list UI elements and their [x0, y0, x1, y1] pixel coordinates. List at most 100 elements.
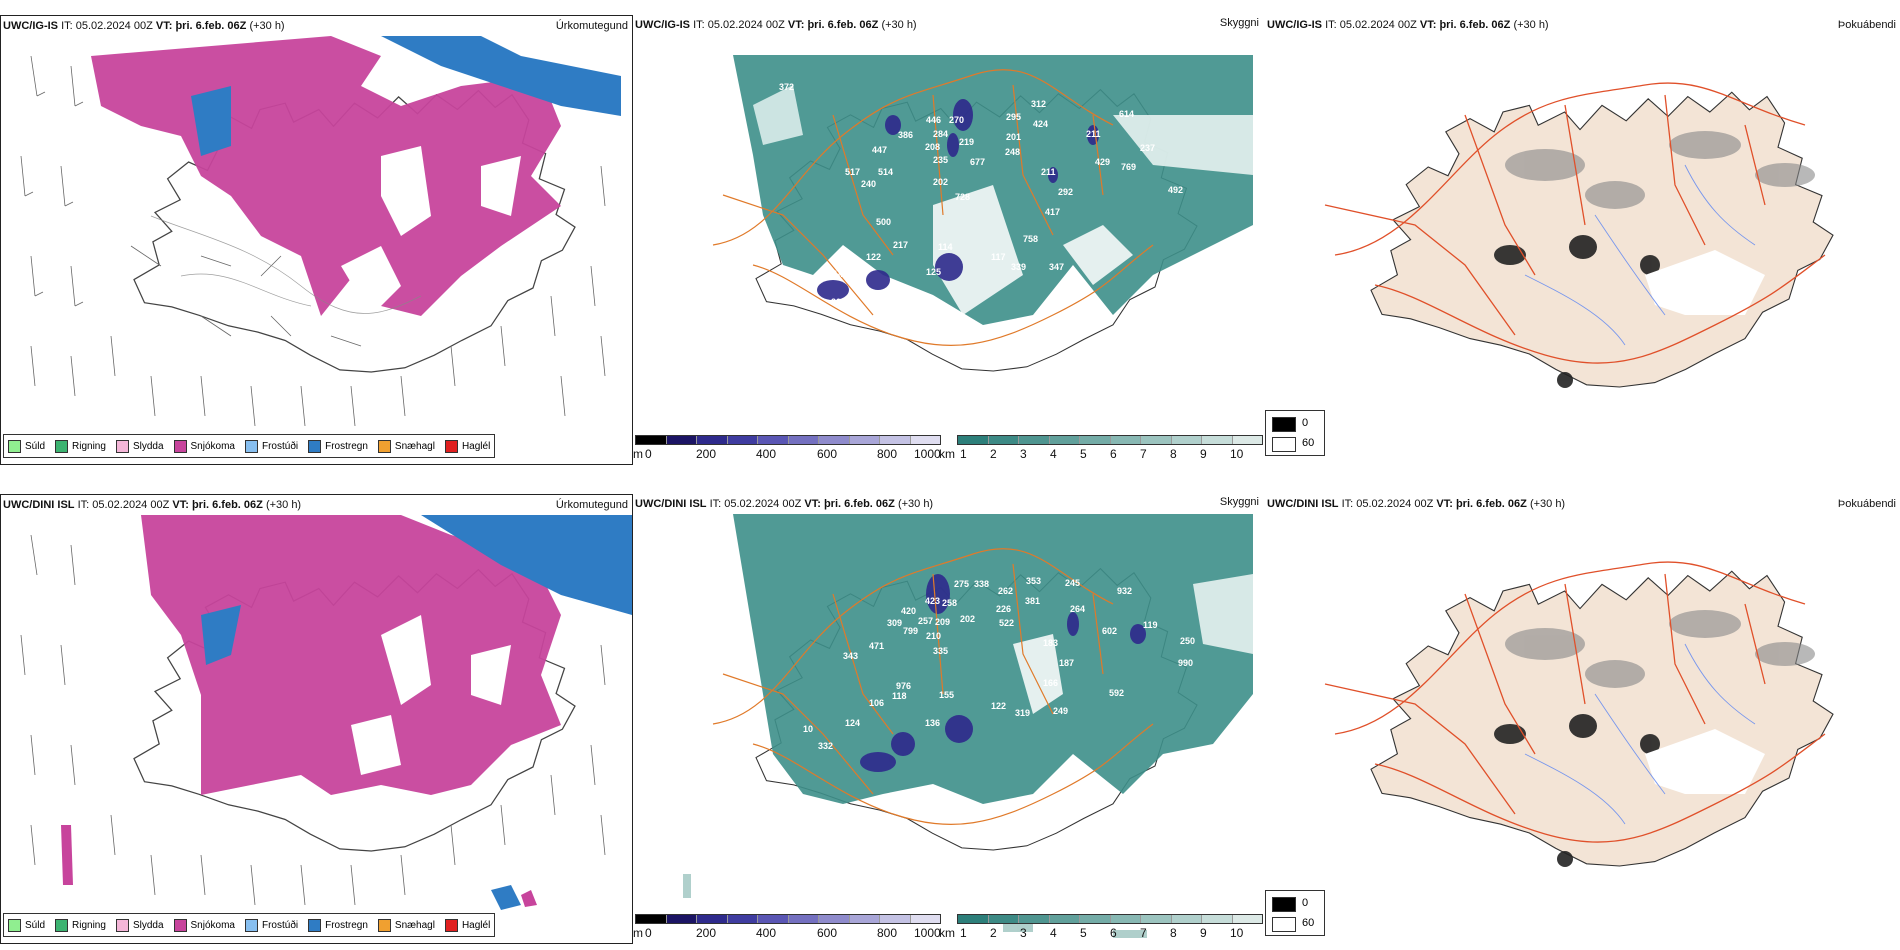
legend-item-snaehagl: Snæhagl [377, 439, 435, 453]
svg-text:240: 240 [861, 179, 876, 189]
svg-text:10: 10 [803, 724, 813, 734]
svg-text:210: 210 [926, 631, 941, 641]
colorbar-km-2 [957, 914, 1263, 924]
legend-swatch [444, 439, 458, 453]
svg-text:202: 202 [960, 614, 975, 624]
legend-item-snaehagl: Snæhagl [377, 918, 435, 932]
legend-swatch [115, 439, 129, 453]
svg-text:235: 235 [933, 155, 948, 165]
legend-item-slydda: Slydda [115, 439, 164, 453]
svg-text:339: 339 [1011, 262, 1026, 272]
legend-item-snjokoma: Snjókoma [173, 439, 235, 453]
fog-panel-2: UWC/DINI ISL IT: 05.02.2024 00Z VT: þri.… [1265, 494, 1900, 942]
svg-text:262: 262 [998, 586, 1013, 596]
colorbar-m-1 [635, 435, 941, 445]
colorbar-km-1 [957, 435, 1263, 445]
legend-swatch [244, 439, 258, 453]
fog-title-2: Þokuábendi [1837, 498, 1896, 510]
legend-item-frostudi: Frostúði [244, 918, 298, 932]
legend-swatch [444, 918, 458, 932]
svg-text:208: 208 [925, 142, 940, 152]
svg-text:183: 183 [1043, 638, 1058, 648]
svg-text:292: 292 [1058, 187, 1073, 197]
svg-text:758: 758 [1023, 234, 1038, 244]
legend-swatch [377, 918, 391, 932]
svg-text:136: 136 [925, 718, 940, 728]
svg-text:237: 237 [1140, 143, 1155, 153]
legend-item-sud: Súld [8, 918, 45, 932]
svg-text:372: 372 [779, 82, 794, 92]
legend-item-snjokoma: Snjókoma [173, 918, 235, 932]
svg-text:446: 446 [926, 115, 941, 125]
legend-item-slydda: Slydda [115, 918, 164, 932]
legend-item-frostudi: Frostúði [244, 439, 298, 453]
svg-text:270: 270 [949, 115, 964, 125]
svg-text:143: 143 [833, 269, 848, 279]
cbar-km-unit: km [939, 447, 955, 461]
fog-legend-swatch [1272, 917, 1296, 932]
svg-text:353: 353 [1026, 576, 1041, 586]
svg-text:201: 201 [1006, 132, 1021, 142]
svg-text:249: 249 [1053, 706, 1068, 716]
cloud-base-numbers-1: 372 386 447 446 284 270 312 295 424 211 … [779, 82, 1183, 387]
precip-panel-1: UWC/IG-IS IT: 05.02.2024 00Z VT: þri. 6.… [0, 15, 633, 465]
fog-legend-1: 0 60 [1265, 410, 1325, 456]
precip-title-2: Úrkomutegund [555, 499, 628, 511]
svg-text:492: 492 [1168, 185, 1183, 195]
fog-panel-1: UWC/IG-IS IT: 05.02.2024 00Z VT: þri. 6.… [1265, 15, 1900, 463]
legend-item-frostregn: Frostregn [308, 439, 368, 453]
cloud-base-numbers-2: 275 338 262 353 245 932 420 423 258 226 … [803, 576, 1195, 751]
legend-item-rigning: Rigning [55, 918, 106, 932]
svg-text:592: 592 [1109, 688, 1124, 698]
svg-text:799: 799 [903, 626, 918, 636]
cloud-map-1: 372 386 447 446 284 270 312 295 424 211 … [712, 55, 1253, 387]
svg-text:187: 187 [1059, 658, 1074, 668]
cloud-header-1: UWC/IG-IS IT: 05.02.2024 00Z VT: þri. 6.… [635, 19, 917, 31]
fog-title-1: Þokuábendi [1837, 19, 1896, 31]
precip-title-1: Úrkomutegund [555, 20, 628, 32]
svg-text:471: 471 [869, 641, 884, 651]
fog-header-2: UWC/DINI ISL IT: 05.02.2024 00Z VT: þri.… [1267, 498, 1566, 510]
precip-map-2 [20, 515, 632, 910]
cloud-header-2: UWC/DINI ISL IT: 05.02.2024 00Z VT: þri.… [635, 498, 934, 510]
cloud-map-2: 275 338 262 353 245 932 420 423 258 226 … [683, 514, 1253, 938]
svg-text:769: 769 [1121, 162, 1136, 172]
fog-map-1 [1324, 82, 1834, 388]
fog-legend-swatch [1272, 437, 1296, 452]
svg-text:386: 386 [898, 130, 913, 140]
legend-item-hagel: Haglél [444, 439, 490, 453]
svg-text:118: 118 [892, 691, 907, 701]
svg-text:264: 264 [1070, 604, 1085, 614]
precip-header-1: UWC/IG-IS IT: 05.02.2024 00Z VT: þri. 6.… [3, 20, 285, 32]
svg-text:335: 335 [933, 646, 948, 656]
legend-swatch [377, 439, 391, 453]
svg-text:423: 423 [925, 596, 940, 606]
cloud-title-2: Skyggni [1219, 496, 1259, 508]
legend-swatch [55, 918, 69, 932]
svg-text:257: 257 [918, 616, 933, 626]
svg-text:420: 420 [901, 606, 916, 616]
svg-text:119: 119 [1143, 620, 1158, 630]
fog-header-1: UWC/IG-IS IT: 05.02.2024 00Z VT: þri. 6.… [1267, 19, 1549, 31]
svg-text:184: 184 [847, 269, 862, 279]
svg-text:248: 248 [1005, 147, 1020, 157]
svg-text:166: 166 [1043, 678, 1058, 688]
svg-text:155: 155 [939, 690, 954, 700]
svg-text:106: 106 [869, 698, 884, 708]
svg-text:226: 226 [996, 604, 1011, 614]
svg-text:258: 258 [942, 598, 957, 608]
legend-item-sud: Súld [8, 439, 45, 453]
svg-text:309: 309 [887, 618, 902, 628]
svg-text:500: 500 [876, 217, 891, 227]
svg-text:347: 347 [1049, 262, 1064, 272]
legend-item-hagel: Haglél [444, 918, 490, 932]
svg-text:124: 124 [845, 718, 860, 728]
svg-text:219: 219 [959, 137, 974, 147]
legend-swatch [8, 918, 21, 932]
svg-text:728: 728 [955, 192, 970, 202]
svg-text:200: 200 [831, 297, 846, 307]
svg-text:211: 211 [1086, 129, 1101, 139]
legend-swatch [244, 918, 258, 932]
fog-legend-swatch [1272, 417, 1296, 432]
svg-text:319: 319 [1015, 708, 1030, 718]
